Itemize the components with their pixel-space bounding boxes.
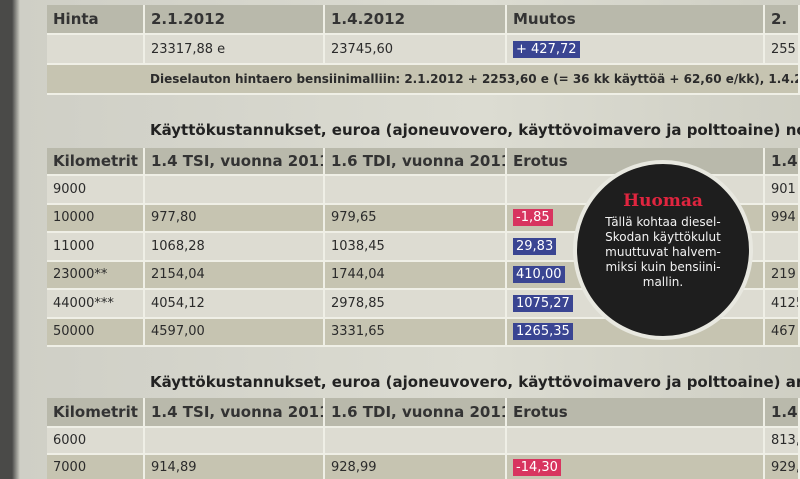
- header-cell: Hinta: [47, 5, 145, 35]
- table-cell: 1744,04: [325, 261, 507, 290]
- callout-line: Tällä kohtaa diesel-: [605, 215, 721, 229]
- header-cell: 1.4: [765, 398, 800, 428]
- header-cell: Kilometrit: [47, 398, 145, 428]
- table-cell: 1068,28: [145, 233, 325, 262]
- table-cell: 977,80: [145, 204, 325, 233]
- callout-title: Huomaa: [623, 191, 703, 211]
- table-cell: 2978,85: [325, 290, 507, 319]
- table-cell: 50000: [47, 318, 145, 347]
- highlight-value: -14,30: [513, 459, 561, 476]
- callout-line: Skodan käyttökulut: [605, 230, 721, 244]
- highlight-value: 29,83: [513, 237, 557, 255]
- header-cell: 1.6 TDI, vuonna 2011: [325, 148, 507, 176]
- table-cell: [765, 233, 800, 262]
- table-cell: [145, 428, 325, 455]
- table-cell: 9000: [47, 176, 145, 205]
- table-cell: 219: [765, 261, 800, 290]
- table-cell: 928,99: [325, 455, 507, 479]
- table-cell: 6000: [47, 428, 145, 455]
- section-title: Käyttökustannukset, euroa (ajoneuvovero,…: [150, 373, 800, 391]
- table-cell: 467: [765, 318, 800, 347]
- header-cell: 1.4 TSI, vuonna 2011: [145, 148, 325, 176]
- header-cell: 1.6 TDI, vuonna 2011: [325, 398, 507, 428]
- highlight-value: + 427,72: [513, 40, 580, 58]
- header-cell: 2.1.2012: [145, 5, 325, 35]
- highlight-value: -1,85: [513, 209, 553, 227]
- table-cell: -14,30: [507, 455, 765, 479]
- note-row: Dieselauton hintaero bensiinimalliin: 2.…: [47, 65, 800, 95]
- table-cell: 813,: [765, 428, 800, 455]
- table-cell: [325, 428, 507, 455]
- table-cell: 3331,65: [325, 318, 507, 347]
- header-cell: 2.: [765, 5, 800, 35]
- callout-line: muuttuvat halvem-: [605, 245, 721, 259]
- table-cell: [325, 176, 507, 205]
- header-cell: Kilometrit: [47, 148, 145, 176]
- section-title: Käyttökustannukset, euroa (ajoneuvovero,…: [150, 121, 800, 139]
- header-cell: 1.4: [765, 148, 800, 176]
- table-cell: [47, 35, 145, 65]
- table-cell: 4054,12: [145, 290, 325, 319]
- table-cell: 2154,04: [145, 261, 325, 290]
- header-cell: Muutos: [507, 5, 765, 35]
- table-cell: 979,65: [325, 204, 507, 233]
- table-cell: 914,89: [145, 455, 325, 479]
- header-cell: 1.4.2012: [325, 5, 507, 35]
- table-cell: 4597,00: [145, 318, 325, 347]
- table-cell: 10000: [47, 204, 145, 233]
- table-cell: 929,: [765, 455, 800, 479]
- highlight-value: 1075,27: [513, 294, 573, 312]
- highlight-value: 1265,35: [513, 323, 573, 341]
- table-cell: 23000**: [47, 261, 145, 290]
- table-cell: 11000: [47, 233, 145, 262]
- table-cell: 7000: [47, 455, 145, 479]
- callout-line: mallin.: [642, 275, 684, 289]
- header-cell: 1.4 TSI, vuonna 2011: [145, 398, 325, 428]
- header-cell: Erotus: [507, 398, 765, 428]
- table-cell: 44000***: [47, 290, 145, 319]
- table-cell: 901: [765, 176, 800, 205]
- table-cell: 23317,88 e: [145, 35, 325, 65]
- highlight-value: 410,00: [513, 266, 565, 284]
- callout-line: miksi kuin bensiini-: [605, 260, 721, 274]
- table-cell: 23745,60: [325, 35, 507, 65]
- table-cell: 994: [765, 204, 800, 233]
- table-cell: [507, 428, 765, 455]
- table-cell: + 427,72: [507, 35, 765, 65]
- table-cell: 255: [765, 35, 800, 65]
- table-cell: [145, 176, 325, 205]
- table-cell: 1038,45: [325, 233, 507, 262]
- callout: Huomaa Tällä kohtaa diesel- Skodan käyttö…: [573, 160, 753, 340]
